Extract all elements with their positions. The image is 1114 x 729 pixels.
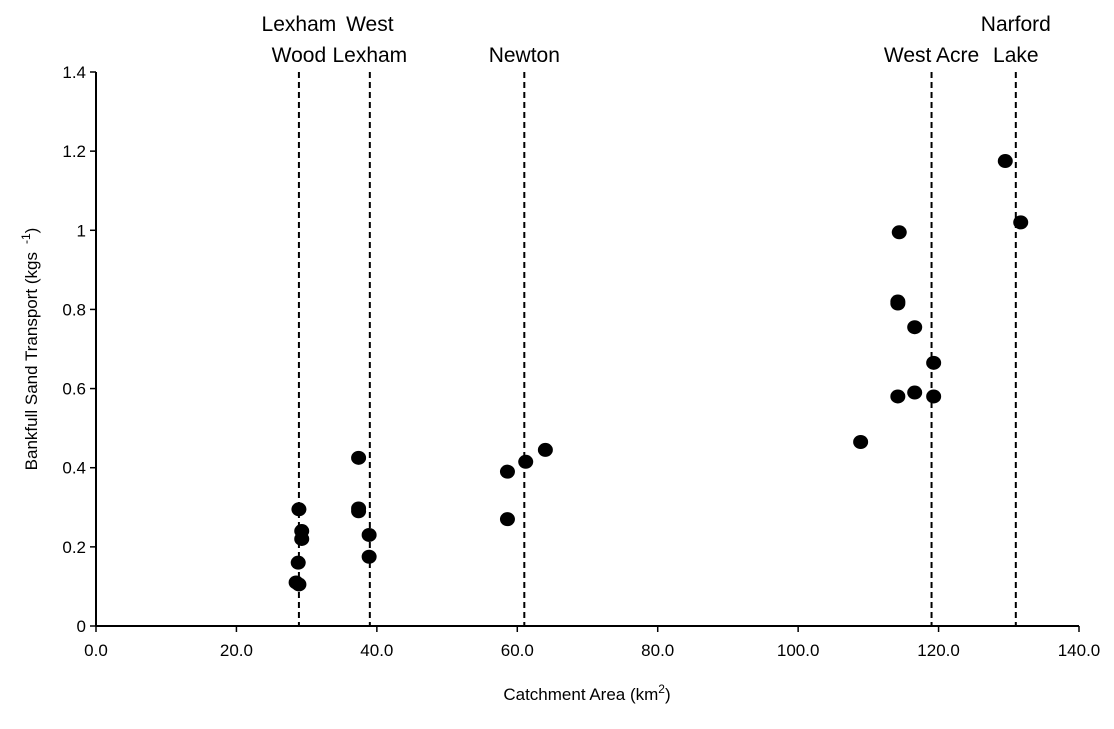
y-tick-label: 1.2 xyxy=(62,142,86,161)
y-tick-label: 0.2 xyxy=(62,538,86,557)
axes xyxy=(95,72,1079,627)
site-label: Newton xyxy=(489,44,560,67)
site-label: Lexham xyxy=(262,13,337,36)
x-tick-label: 0.0 xyxy=(84,641,108,660)
y-axis-title: Bankfull Sand Transport (kgs-1) xyxy=(19,228,41,471)
y-tick-label: 1.4 xyxy=(62,63,86,82)
x-tick-label: 20.0 xyxy=(220,641,253,660)
x-axis-title: Catchment Area (km2) xyxy=(503,682,670,704)
y-ticks: 0 0.2 0.4 0.6 0.8 1 1.2 1.4 xyxy=(62,63,96,636)
data-point xyxy=(518,454,534,469)
data-point xyxy=(907,320,923,335)
data-point xyxy=(294,524,310,539)
data-point xyxy=(499,464,515,479)
data-point xyxy=(853,434,869,449)
data-point xyxy=(499,512,515,527)
data-point xyxy=(890,294,906,309)
data-point xyxy=(351,501,367,516)
y-tick-label: 1 xyxy=(77,221,86,240)
y-tick-label: 0.6 xyxy=(62,380,86,399)
data-point xyxy=(361,549,377,564)
x-tick-label: 100.0 xyxy=(777,641,820,660)
data-point xyxy=(997,154,1013,169)
x-tick-label: 120.0 xyxy=(917,641,960,660)
y-tick-label: 0 xyxy=(77,617,86,636)
data-point xyxy=(926,389,942,404)
data-point xyxy=(351,450,367,465)
site-labels: Lexham Wood West Lexham Newton West AcreNarfo… xyxy=(262,13,1051,67)
x-tick-label: 80.0 xyxy=(641,641,674,660)
data-point xyxy=(361,527,377,542)
x-tick-label: 40.0 xyxy=(360,641,393,660)
site-label: Wood xyxy=(272,44,326,67)
site-label: Lexham xyxy=(332,44,407,67)
data-points xyxy=(288,154,1029,592)
site-label: West Acre xyxy=(884,44,979,67)
site-label: West xyxy=(346,13,394,36)
site-label: Narford xyxy=(981,13,1051,36)
site-label: Lake xyxy=(993,44,1039,67)
data-point xyxy=(891,225,907,240)
data-point xyxy=(537,442,553,457)
y-tick-label: 0.4 xyxy=(62,459,86,478)
x-tick-label: 140.0 xyxy=(1058,641,1101,660)
data-point xyxy=(926,355,942,370)
data-point xyxy=(290,555,306,570)
reference-lines xyxy=(297,72,1017,626)
data-point xyxy=(907,385,923,400)
data-point xyxy=(291,577,307,592)
data-point xyxy=(890,389,906,404)
data-point xyxy=(1013,215,1029,230)
data-point xyxy=(291,502,307,517)
x-tick-label: 60.0 xyxy=(501,641,534,660)
y-tick-label: 0.8 xyxy=(62,300,86,319)
x-ticks: 0.0 20.0 40.0 60.0 80.0 100.0 120.0 140.0 xyxy=(84,626,1100,660)
